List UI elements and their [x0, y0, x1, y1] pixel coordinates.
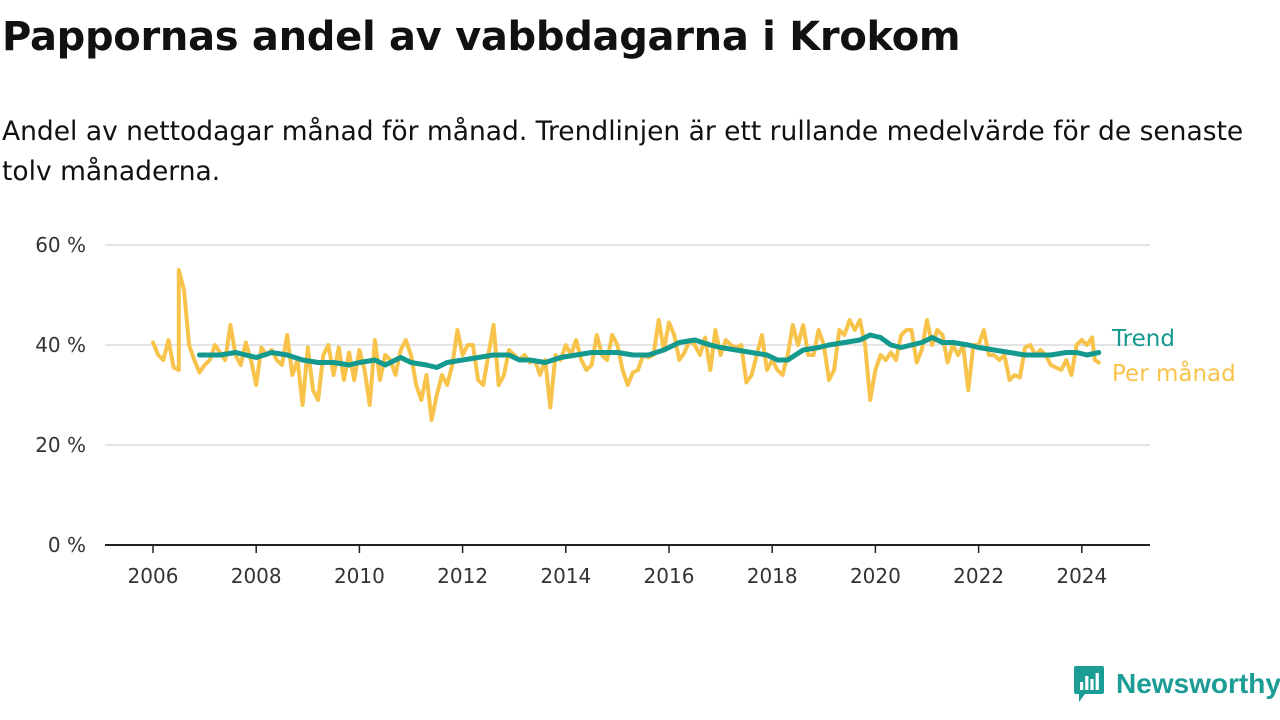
brand-logo: Newsworthy — [1072, 664, 1280, 704]
x-tick-label: 2010 — [334, 564, 385, 588]
y-axis-labels: 0 % 20 % 40 % 60 % — [35, 233, 86, 557]
y-tick-label: 40 % — [35, 333, 86, 357]
x-tick-label: 2024 — [1056, 564, 1107, 588]
x-tick-label: 2008 — [231, 564, 282, 588]
page-title: Pappornas andel av vabbdagarna i Krokom — [2, 14, 961, 60]
series-layer — [151, 268, 1102, 422]
chart-subtitle: Andel av nettodagar månad för månad. Tre… — [2, 116, 1244, 187]
legend: Trend Per månad — [1111, 326, 1236, 387]
grid-lines — [105, 244, 1150, 446]
x-tick-label: 2016 — [644, 564, 695, 588]
x-axis: 2006 2008 2010 2012 2014 2016 2018 2020 2022 2024 — [105, 544, 1150, 588]
x-tick-label: 2014 — [540, 564, 591, 588]
series-line-per-manad — [151, 268, 1101, 422]
legend-label: Trend — [1111, 326, 1175, 352]
legend-label: Per månad — [1112, 359, 1236, 387]
x-tick-label: 2022 — [953, 564, 1004, 588]
x-tick-label: 2012 — [437, 564, 488, 588]
newsworthy-logo-icon — [1074, 666, 1104, 702]
y-tick-label: 0 % — [48, 533, 86, 557]
x-tick-label: 2020 — [850, 564, 901, 588]
series-line-trend — [196, 332, 1102, 370]
y-tick-label: 60 % — [35, 233, 86, 257]
x-tick-label: 2018 — [747, 564, 798, 588]
brand-name: Newsworthy — [1116, 668, 1280, 699]
y-tick-label: 20 % — [35, 433, 86, 457]
x-tick-label: 2006 — [128, 564, 179, 588]
